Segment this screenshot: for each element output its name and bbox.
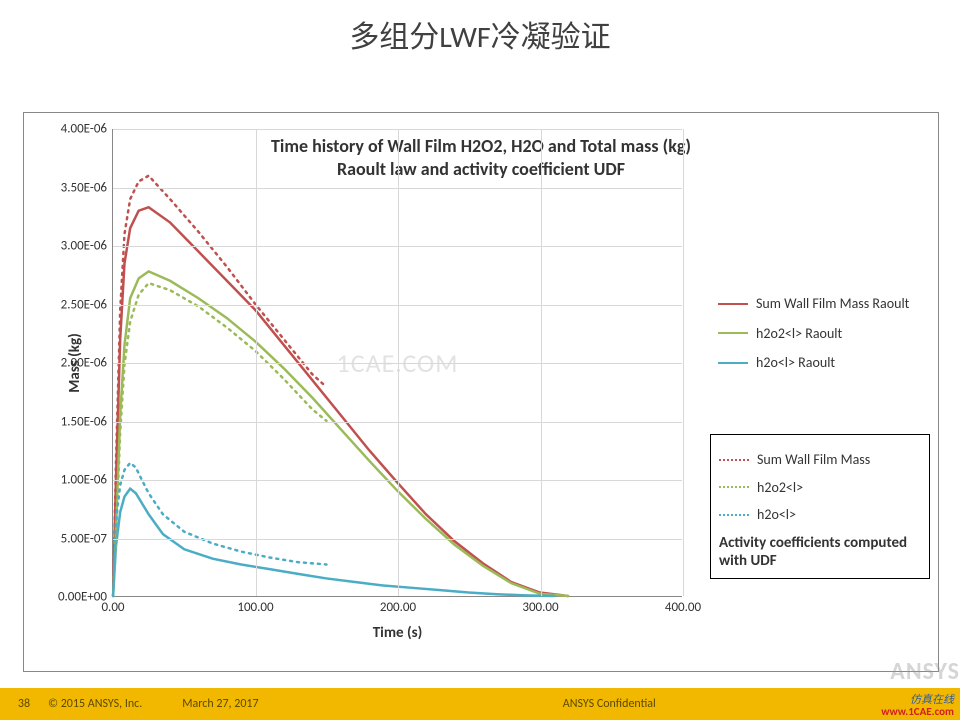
slide-title: 多组分LWF冷凝验证: [0, 0, 960, 64]
footer-date: March 27, 2017: [182, 697, 258, 711]
legend-item: h2o<l>: [719, 506, 921, 524]
legend-dotted: Sum Wall Film Mass h2o2<l> h2o<l>: [719, 451, 921, 524]
footer-copyright: © 2015 ANSYS, Inc.: [48, 697, 142, 711]
ansys-watermark: ANSYS: [890, 657, 960, 686]
x-axis-label: Time (s): [373, 624, 423, 642]
activity-box: Sum Wall Film Mass h2o2<l> h2o<l> Activity…: [710, 434, 930, 579]
y-tick: 1.50E-06: [29, 414, 113, 429]
legend-item: h2o<l> Raoult: [718, 354, 928, 372]
x-tick: 100.00: [237, 596, 273, 615]
y-tick: 2.50E-06: [29, 297, 113, 312]
y-tick: 4.00E-06: [29, 122, 113, 137]
y-tick: 1.00E-06: [29, 473, 113, 488]
x-tick: 200.00: [380, 596, 416, 615]
activity-caption: Activity coefficients computed with UDF: [719, 534, 921, 570]
x-tick: 300.00: [522, 596, 558, 615]
footer-brand-url: www.1CAE.com: [881, 706, 954, 718]
y-tick: 0.00E+00: [29, 590, 113, 605]
y-tick: 2.00E-06: [29, 356, 113, 371]
footer-confidential: ANSYS Confidential: [259, 697, 960, 711]
legend-item: Sum Wall Film Mass: [719, 451, 921, 469]
legend-item: h2o2<l> Raoult: [718, 325, 928, 343]
legend-solid: Sum Wall Film Mass Raoult h2o2<l> Raoult h…: [718, 283, 928, 384]
footer-bar: 38 © 2015 ANSYS, Inc. March 27, 2017 ANS…: [0, 688, 960, 720]
footer-brand: 仿真在线 www.1CAE.com: [881, 694, 954, 718]
y-tick: 5.00E-07: [29, 531, 113, 546]
plot-area: Mass (kg) Time (s) 1CAE.COM 0.00E+005.00…: [112, 129, 682, 597]
chart-container: Time history of Wall Film H2O2, H2O and …: [23, 112, 939, 672]
legend-item: Sum Wall Film Mass Raoult: [718, 295, 928, 313]
y-tick: 3.00E-06: [29, 239, 113, 254]
legend-item: h2o2<l>: [719, 479, 921, 497]
footer-page: 38: [0, 697, 48, 711]
y-tick: 3.50E-06: [29, 180, 113, 195]
x-tick: 400.00: [665, 596, 701, 615]
x-tick: 0.00: [101, 596, 124, 615]
